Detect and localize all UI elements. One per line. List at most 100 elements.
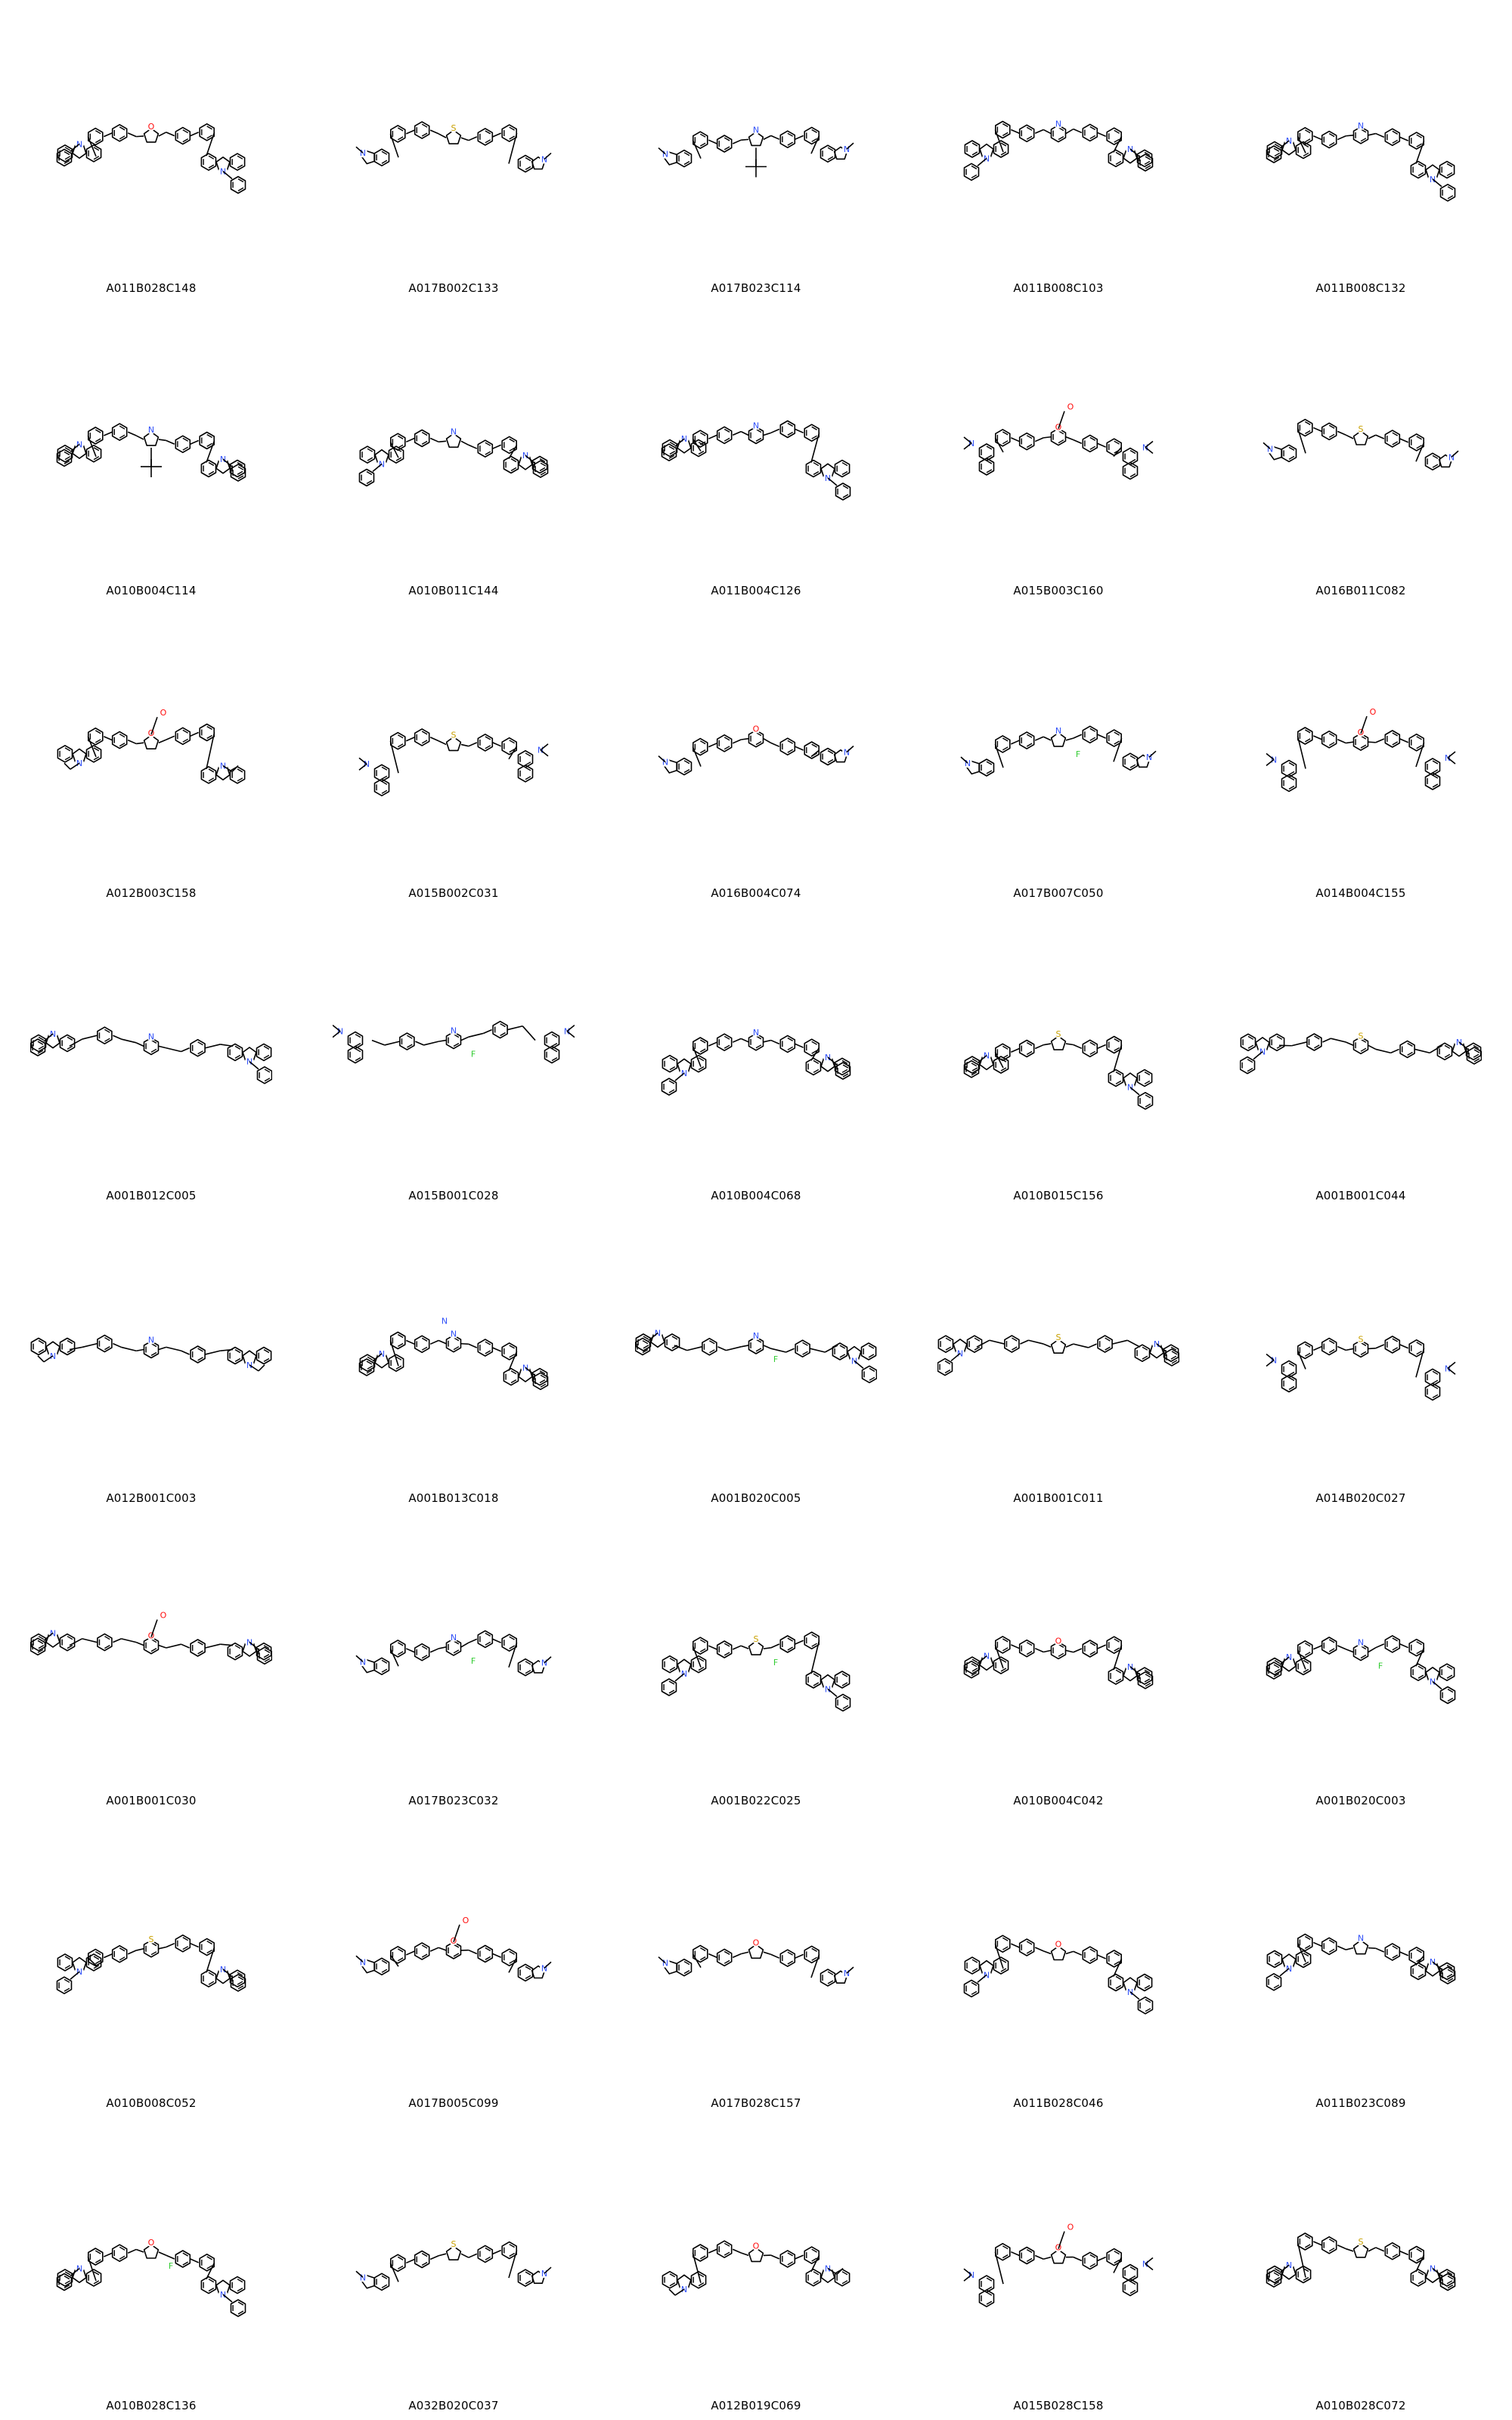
svg-text:S: S bbox=[1359, 1031, 1364, 1041]
svg-text:N: N bbox=[360, 1957, 366, 1967]
svg-text:O: O bbox=[753, 2241, 760, 2251]
molecule-cell: N N N A010B004C068 bbox=[605, 908, 907, 1210]
molecule-cell: N N N A011B004C126 bbox=[605, 302, 907, 605]
molecule-id-label: A015B003C160 bbox=[1013, 584, 1104, 597]
svg-text:N: N bbox=[753, 1028, 759, 1038]
svg-text:N: N bbox=[1055, 726, 1061, 736]
svg-text:O: O bbox=[1067, 2223, 1074, 2232]
molecule-cell: NFNNA015B001C028 bbox=[302, 908, 605, 1210]
svg-text:S: S bbox=[1056, 1029, 1061, 1039]
molecule-cell: O N N A017B028C157 bbox=[605, 1815, 907, 2118]
molecule-cell: SNN A014B020C027 bbox=[1210, 1210, 1512, 1512]
molecule-cell: OONN A001B001C030 bbox=[0, 1512, 302, 1815]
molecule-id-label: A010B004C042 bbox=[1013, 1794, 1104, 1807]
molecule-id-label: A016B004C074 bbox=[711, 886, 801, 900]
svg-text:N: N bbox=[451, 427, 457, 436]
molecule-structure: NNN bbox=[661, 420, 851, 501]
molecule-cell: S N N A001B001C011 bbox=[907, 1210, 1210, 1512]
molecule-cell: S N N A016B011C082 bbox=[1210, 302, 1512, 605]
molecule-id-label: A011B028C046 bbox=[1013, 2096, 1104, 2110]
svg-text:N: N bbox=[148, 1032, 154, 1041]
molecule-cell: S F N N A001B022C025 bbox=[605, 1512, 907, 1815]
molecule-id-label: A016B011C082 bbox=[1315, 584, 1406, 597]
svg-text:N: N bbox=[1267, 444, 1273, 454]
svg-text:O: O bbox=[753, 724, 760, 734]
molecule-structure: NNN bbox=[1266, 1933, 1456, 1991]
molecule-structure: OONN bbox=[57, 708, 246, 784]
svg-text:N: N bbox=[1358, 121, 1364, 131]
svg-text:N: N bbox=[451, 1026, 457, 1036]
svg-text:N: N bbox=[753, 421, 759, 431]
molecule-structure: NNN bbox=[56, 423, 246, 482]
molecule-id-label: A017B007C050 bbox=[1013, 886, 1104, 900]
molecule-structure: NNN bbox=[30, 1334, 272, 1372]
molecule-id-label: A001B012C005 bbox=[106, 1189, 197, 1202]
svg-text:N: N bbox=[541, 154, 547, 164]
molecule-cell: S N N A010B015C156 bbox=[907, 908, 1210, 1210]
molecule-cell: OONN A015B028C158 bbox=[907, 2118, 1210, 2420]
molecule-cell: S N N A017B002C133 bbox=[302, 0, 605, 302]
svg-text:S: S bbox=[149, 1934, 154, 1944]
molecule-structure: ONN bbox=[56, 121, 246, 194]
molecule-id-label: A001B020C003 bbox=[1315, 1794, 1406, 1807]
molecule-structure: SNN bbox=[963, 1029, 1154, 1110]
molecule-cell: O N N A011B028C046 bbox=[907, 1815, 1210, 2118]
molecule-id-label: A011B023C089 bbox=[1315, 2096, 1406, 2110]
molecule-id-label: A001B013C018 bbox=[408, 1491, 499, 1505]
molecule-cell: OONN A015B003C160 bbox=[907, 302, 1210, 605]
molecule-cell: N F N N A017B023C032 bbox=[302, 1512, 605, 1815]
molecule-structure: ONN bbox=[963, 1636, 1154, 1689]
molecule-cell: O N N A010B004C042 bbox=[907, 1512, 1210, 1815]
molecule-structure: NNN bbox=[963, 119, 1154, 182]
svg-text:N: N bbox=[1358, 1638, 1364, 1648]
molecule-structure: OONN bbox=[30, 1610, 272, 1665]
molecule-structure: OONN bbox=[355, 1916, 552, 1982]
molecule-id-label: A010B028C136 bbox=[106, 2399, 197, 2412]
svg-text:N: N bbox=[360, 1657, 366, 1667]
molecule-structure: SNN bbox=[1263, 418, 1459, 471]
svg-text:N: N bbox=[360, 2273, 366, 2282]
molecule-structure: SNN bbox=[937, 1333, 1179, 1376]
molecule-id-label: A010B015C156 bbox=[1013, 1189, 1104, 1202]
svg-text:S: S bbox=[1359, 2237, 1364, 2247]
svg-text:N: N bbox=[451, 1633, 457, 1643]
molecule-structure: NNN bbox=[30, 1026, 272, 1084]
molecule-structure: SNN bbox=[355, 121, 552, 173]
molecule-id-label: A001B001C030 bbox=[106, 1794, 197, 1807]
svg-text:F: F bbox=[471, 1656, 476, 1666]
molecule-structure: ONN bbox=[658, 1938, 854, 1987]
molecule-id-label: A011B008C132 bbox=[1315, 281, 1406, 295]
molecule-id-label: A001B001C044 bbox=[1315, 1189, 1406, 1202]
molecule-structure: OONN bbox=[1266, 707, 1456, 793]
molecule-cell: SNN A015B002C031 bbox=[302, 605, 605, 908]
svg-text:N: N bbox=[1146, 752, 1152, 762]
svg-text:N: N bbox=[148, 425, 154, 435]
molecule-id-label: A014B004C155 bbox=[1315, 886, 1406, 900]
molecule-cell: O F N N A010B028C136 bbox=[0, 2118, 302, 2420]
svg-text:N: N bbox=[844, 144, 850, 154]
molecule-id-label: A010B004C068 bbox=[711, 1189, 801, 1202]
molecule-id-label: A011B008C103 bbox=[1013, 281, 1104, 295]
molecule-cell: OONN A012B003C158 bbox=[0, 605, 302, 908]
svg-text:O: O bbox=[1370, 707, 1377, 717]
molecule-cell: OONNA017B005C099 bbox=[302, 1815, 605, 2118]
molecule-cell: S N N A010B028C072 bbox=[1210, 2118, 1512, 2420]
svg-text:O: O bbox=[148, 122, 155, 132]
svg-text:N: N bbox=[541, 1658, 547, 1668]
svg-text:F: F bbox=[1076, 749, 1080, 759]
molecule-id-label: A010B011C144 bbox=[408, 584, 499, 597]
svg-text:N: N bbox=[844, 1969, 850, 1978]
molecule-id-label: A001B020C005 bbox=[711, 1491, 801, 1505]
molecule-structure: ONN bbox=[662, 2240, 850, 2296]
molecule-id-label: A012B003C158 bbox=[106, 886, 197, 900]
molecule-cell: N N N A011B008C132 bbox=[1210, 0, 1512, 302]
svg-text:N: N bbox=[541, 1963, 547, 1973]
molecule-id-label: A010B008C052 bbox=[106, 2096, 197, 2110]
